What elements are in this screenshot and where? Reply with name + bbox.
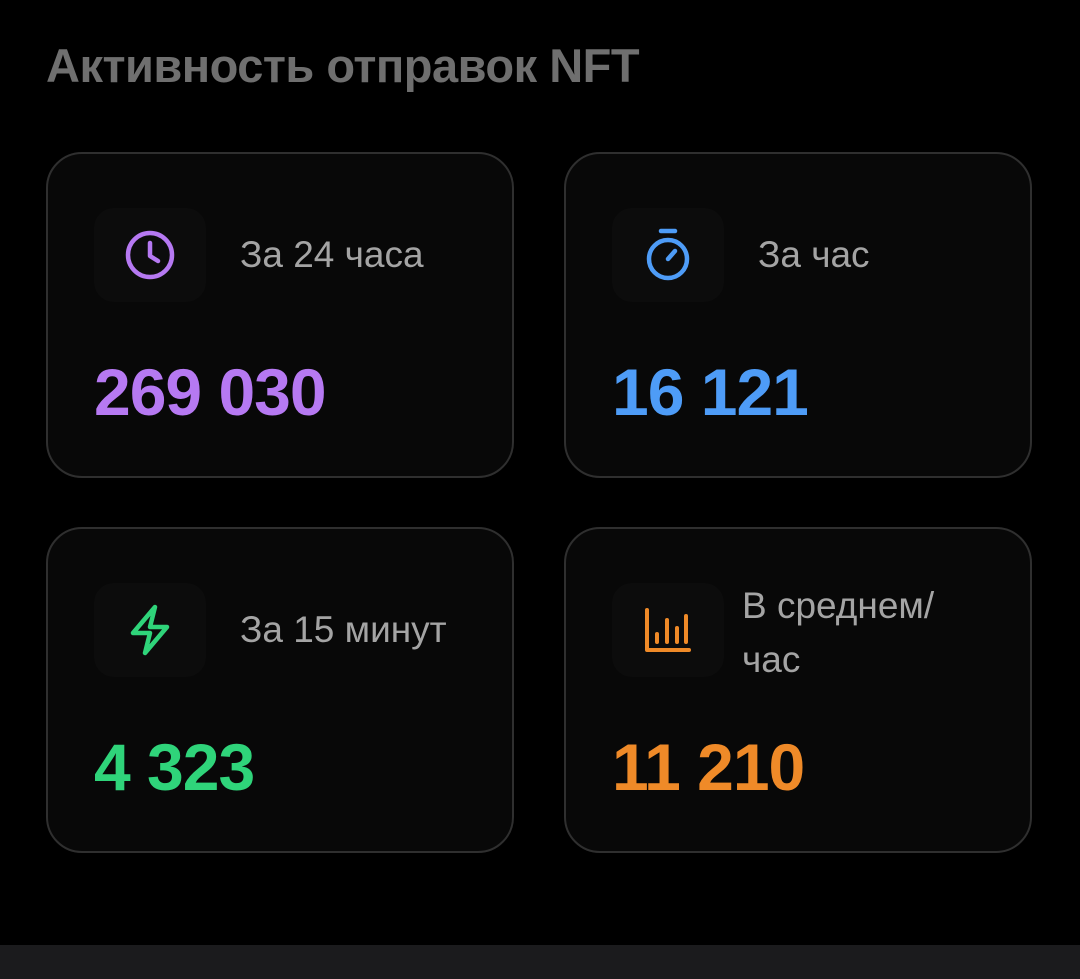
page-title: Активность отправок NFT [46, 39, 640, 92]
clock-icon [125, 230, 175, 280]
icon-container [94, 208, 206, 302]
card-value: 16 121 [612, 355, 809, 429]
stat-card-average: В среднем/ час 11 210 [564, 527, 1032, 853]
stat-card-24h: За 24 часа 269 030 [46, 152, 514, 478]
stopwatch-icon [646, 228, 690, 281]
lightning-icon [130, 604, 170, 656]
icon-container [612, 583, 724, 677]
card-value: 4 323 [94, 730, 255, 804]
card-label: За 24 часа [240, 234, 424, 275]
card-value: 269 030 [94, 355, 327, 429]
stat-card-1h: За час 16 121 [564, 152, 1032, 478]
stat-card-15m: За 15 минут 4 323 [46, 527, 514, 853]
icon-container [94, 583, 206, 677]
card-label: За час [758, 234, 870, 275]
card-label: За 15 минут [240, 609, 447, 650]
bar-chart-icon [645, 608, 691, 652]
card-value: 11 210 [612, 730, 805, 804]
card-label: В среднем/ час [742, 585, 935, 680]
icon-container [612, 208, 724, 302]
bottom-bar [0, 945, 1080, 979]
